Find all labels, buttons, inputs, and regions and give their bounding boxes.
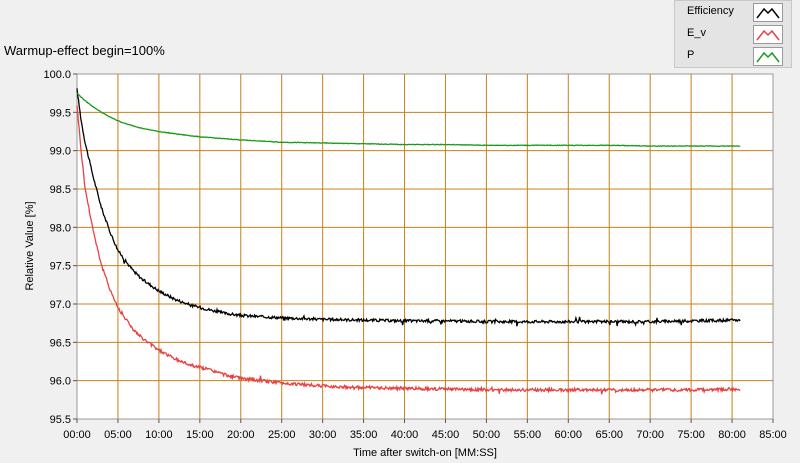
x-tick-label: 20:00	[227, 429, 255, 441]
x-tick-label: 25:00	[268, 429, 296, 441]
x-tick-label: 35:00	[350, 429, 378, 441]
y-tick-label: 99.0	[50, 146, 71, 158]
plot-background	[76, 73, 774, 420]
y-axis-title: Relative Value [%]	[24, 201, 36, 290]
x-tick-label: 10:00	[145, 429, 173, 441]
line-style-icon	[756, 7, 780, 19]
legend-swatch-p[interactable]	[753, 47, 783, 66]
x-tick-label: 40:00	[391, 429, 419, 441]
y-tick-label: 98.0	[50, 222, 71, 234]
x-tick-label: 65:00	[595, 429, 623, 441]
legend-item-p[interactable]: P	[675, 45, 791, 67]
x-tick-label: 85:00	[759, 429, 787, 441]
x-tick-label: 80:00	[718, 429, 746, 441]
legend[interactable]: Efficiency E_v P	[674, 0, 792, 68]
legend-swatch-e-v[interactable]	[753, 25, 783, 44]
x-tick-label: 45:00	[432, 429, 460, 441]
x-tick-label: 05:00	[104, 429, 132, 441]
y-tick-label: 100.0	[43, 69, 71, 81]
x-tick-label: 00:00	[63, 429, 91, 441]
x-tick-label: 15:00	[186, 429, 214, 441]
x-tick-label: 60:00	[555, 429, 583, 441]
series-line-p	[76, 92, 741, 148]
series-line-e-v	[76, 105, 741, 395]
y-tick-label: 97.5	[50, 261, 71, 273]
legend-item-e-v[interactable]: E_v	[675, 23, 791, 45]
line-style-icon	[756, 51, 780, 63]
x-tick-label: 70:00	[636, 429, 664, 441]
legend-item-efficiency[interactable]: Efficiency	[675, 1, 791, 23]
x-tick-label: 50:00	[473, 429, 501, 441]
x-tick-label: 30:00	[309, 429, 337, 441]
line-style-icon	[756, 29, 780, 41]
series-line-efficiency	[76, 88, 741, 327]
legend-label-e-v: E_v	[687, 27, 706, 39]
legend-swatch-efficiency[interactable]	[753, 3, 783, 22]
y-tick-label: 99.5	[50, 107, 71, 119]
x-axis-title: Time after switch-on [MM:SS]	[353, 447, 497, 459]
y-tick-label: 96.0	[50, 376, 71, 388]
y-tick-label: 98.5	[50, 184, 71, 196]
legend-label-efficiency: Efficiency	[687, 5, 734, 17]
y-tick-label: 95.5	[50, 414, 71, 426]
y-tick-label: 96.5	[50, 337, 71, 349]
chart-title: Warmup-effect begin=100%	[4, 43, 165, 58]
x-tick-label: 55:00	[514, 429, 542, 441]
y-tick-label: 97.0	[50, 299, 71, 311]
legend-label-p: P	[687, 49, 695, 61]
x-tick-label: 75:00	[677, 429, 705, 441]
